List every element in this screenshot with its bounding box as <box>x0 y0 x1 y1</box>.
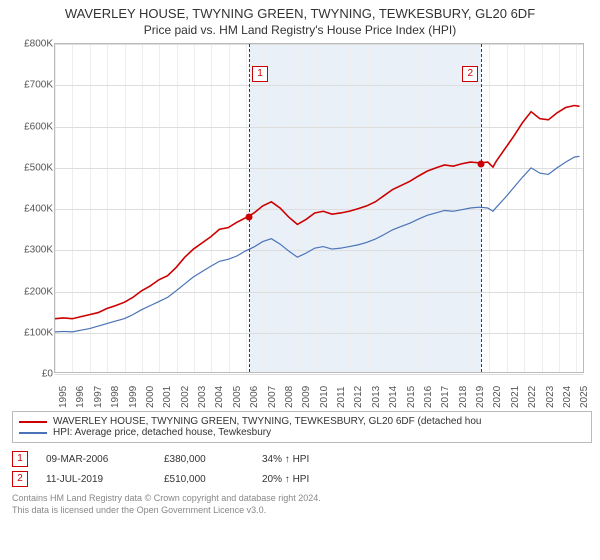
y-tick-label: £300K <box>11 245 53 256</box>
x-tick-label: 2015 <box>406 386 417 408</box>
y-tick-label: £700K <box>11 80 53 91</box>
sale-date: 11-JUL-2019 <box>46 474 146 485</box>
sale-vline <box>249 44 250 372</box>
y-tick-label: £600K <box>11 121 53 132</box>
sale-index: 1 <box>12 451 28 467</box>
line-series-svg <box>55 44 583 372</box>
y-tick-label: £100K <box>11 327 53 338</box>
x-tick-label: 2003 <box>197 386 208 408</box>
x-tick-label: 2004 <box>214 386 225 408</box>
series-subject <box>55 106 580 319</box>
x-tick-label: 1999 <box>128 386 139 408</box>
sale-pct-vs-hpi: 20% ↑ HPI <box>262 474 352 485</box>
footer-line2: This data is licensed under the Open Gov… <box>12 505 592 517</box>
x-tick-label: 2006 <box>249 386 260 408</box>
chart-title-line1: WAVERLEY HOUSE, TWYNING GREEN, TWYNING, … <box>8 6 592 21</box>
x-tick-label: 2008 <box>284 386 295 408</box>
sale-index-marker: 2 <box>462 66 478 82</box>
sale-index-marker: 1 <box>252 66 268 82</box>
legend: WAVERLEY HOUSE, TWYNING GREEN, TWYNING, … <box>12 411 592 443</box>
x-tick-label: 2023 <box>545 386 556 408</box>
plot-area: £0£100K£200K£300K£400K£500K£600K£700K£80… <box>54 43 584 373</box>
footer-line1: Contains HM Land Registry data © Crown c… <box>12 493 592 505</box>
x-tick-label: 2010 <box>319 386 330 408</box>
sale-date: 09-MAR-2006 <box>46 454 146 465</box>
x-tick-label: 2013 <box>371 386 382 408</box>
x-tick-label: 2005 <box>232 386 243 408</box>
x-tick-label: 2001 <box>162 386 173 408</box>
legend-label: WAVERLEY HOUSE, TWYNING GREEN, TWYNING, … <box>53 416 481 427</box>
sales-table: 1 09-MAR-2006 £380,000 34% ↑ HPI 2 11-JUL-201… <box>12 451 592 487</box>
x-tick-label: 2007 <box>267 386 278 408</box>
x-tick-label: 1996 <box>75 386 86 408</box>
x-tick-label: 2025 <box>579 386 590 408</box>
x-tick-label: 1995 <box>58 386 69 408</box>
chart-title-line2: Price paid vs. HM Land Registry's House … <box>8 23 592 37</box>
sale-pct-vs-hpi: 34% ↑ HPI <box>262 454 352 465</box>
x-tick-label: 2019 <box>475 386 486 408</box>
x-tick-label: 2014 <box>388 386 399 408</box>
sale-price: £380,000 <box>164 454 244 465</box>
sale-price: £510,000 <box>164 474 244 485</box>
x-tick-label: 2000 <box>145 386 156 408</box>
sale-row: 1 09-MAR-2006 £380,000 34% ↑ HPI <box>12 451 592 467</box>
x-tick-label: 2011 <box>336 386 347 408</box>
y-tick-label: £500K <box>11 162 53 173</box>
footer-attribution: Contains HM Land Registry data © Crown c… <box>12 493 592 516</box>
legend-swatch <box>19 421 47 423</box>
y-tick-label: £400K <box>11 204 53 215</box>
chart-titles: WAVERLEY HOUSE, TWYNING GREEN, TWYNING, … <box>8 6 592 37</box>
x-tick-label: 2022 <box>527 386 538 408</box>
x-tick-label: 1998 <box>110 386 121 408</box>
legend-row: WAVERLEY HOUSE, TWYNING GREEN, TWYNING, … <box>19 416 585 427</box>
sale-index: 2 <box>12 471 28 487</box>
y-tick-label: £800K <box>11 39 53 50</box>
sale-vline <box>481 44 482 372</box>
x-tick-label: 2009 <box>301 386 312 408</box>
sale-point-marker <box>246 214 253 221</box>
legend-row: HPI: Average price, detached house, Tewk… <box>19 427 585 438</box>
x-tick-label: 2017 <box>440 386 451 408</box>
x-tick-label: 2012 <box>353 386 364 408</box>
x-tick-label: 2016 <box>423 386 434 408</box>
y-tick-label: £0 <box>11 369 53 380</box>
sale-row: 2 11-JUL-2019 £510,000 20% ↑ HPI <box>12 471 592 487</box>
x-tick-label: 1997 <box>93 386 104 408</box>
y-tick-label: £200K <box>11 286 53 297</box>
x-tick-label: 2024 <box>562 386 573 408</box>
sale-point-marker <box>478 160 485 167</box>
grid-line-h <box>55 374 583 375</box>
x-tick-label: 2018 <box>458 386 469 408</box>
chart-container: WAVERLEY HOUSE, TWYNING GREEN, TWYNING, … <box>0 0 600 524</box>
x-tick-label: 2021 <box>510 386 521 408</box>
legend-swatch <box>19 432 47 434</box>
y-axis-labels: £0£100K£200K£300K£400K£500K£600K£700K£80… <box>11 44 53 372</box>
series-hpi <box>55 156 580 332</box>
legend-label: HPI: Average price, detached house, Tewk… <box>53 427 271 438</box>
x-tick-label: 2002 <box>180 386 191 408</box>
x-tick-label: 2020 <box>492 386 503 408</box>
